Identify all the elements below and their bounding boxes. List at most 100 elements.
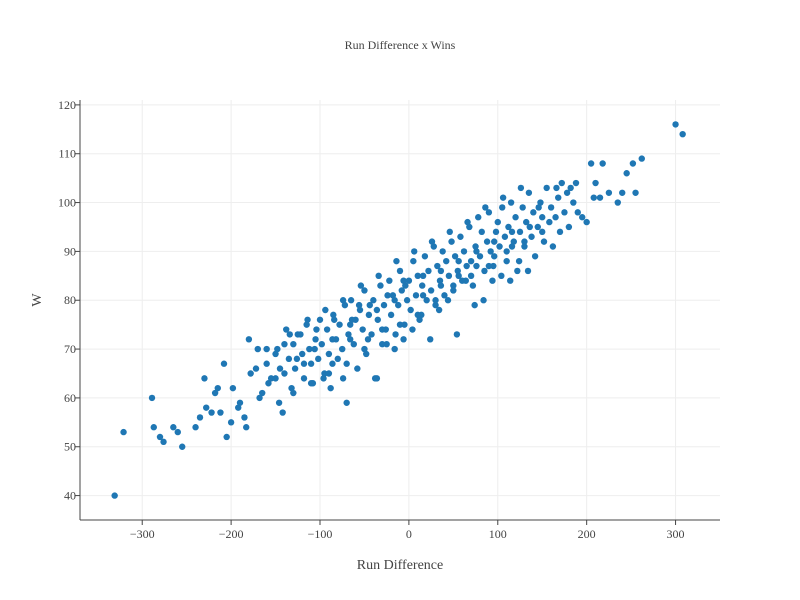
data-point bbox=[356, 306, 364, 314]
data-point bbox=[558, 179, 565, 187]
data-point bbox=[623, 170, 630, 177]
data-point bbox=[392, 331, 399, 338]
data-point bbox=[419, 272, 427, 280]
data-point bbox=[288, 384, 295, 392]
data-point bbox=[290, 340, 297, 348]
data-point bbox=[336, 321, 343, 328]
data-point bbox=[355, 301, 363, 309]
data-point bbox=[377, 282, 384, 289]
x-tick-layer: −300 −200 −100 0 100 200 300 bbox=[130, 520, 685, 541]
data-point bbox=[455, 257, 462, 265]
data-point bbox=[290, 389, 297, 397]
data-point bbox=[375, 272, 382, 280]
data-point bbox=[306, 345, 313, 353]
data-point bbox=[492, 228, 500, 236]
data-point bbox=[339, 345, 346, 353]
data-point bbox=[347, 336, 354, 343]
data-point bbox=[423, 297, 430, 304]
data-point bbox=[599, 160, 606, 167]
data-point bbox=[331, 316, 338, 323]
data-point bbox=[393, 257, 400, 265]
data-point bbox=[323, 326, 331, 333]
data-point bbox=[150, 424, 157, 431]
data-point bbox=[471, 301, 478, 309]
data-point bbox=[373, 375, 381, 382]
data-point bbox=[441, 292, 448, 299]
data-point bbox=[515, 257, 523, 265]
data-point bbox=[339, 297, 347, 304]
data-point bbox=[322, 306, 329, 314]
data-point bbox=[196, 414, 204, 421]
data-point bbox=[478, 228, 485, 236]
data-point bbox=[364, 336, 372, 343]
data-point bbox=[567, 184, 574, 192]
data-point bbox=[382, 326, 389, 333]
data-point bbox=[574, 209, 581, 216]
data-point bbox=[524, 267, 532, 275]
data-point bbox=[220, 360, 228, 367]
data-point bbox=[523, 218, 530, 226]
data-point bbox=[430, 243, 437, 250]
data-point bbox=[174, 428, 181, 436]
data-point bbox=[275, 399, 283, 406]
data-point bbox=[444, 297, 452, 304]
data-point bbox=[304, 316, 311, 323]
data-point bbox=[283, 326, 290, 333]
data-point bbox=[370, 297, 377, 304]
data-point bbox=[279, 409, 286, 416]
data-point bbox=[638, 155, 645, 162]
data-point bbox=[263, 360, 270, 367]
data-point bbox=[414, 272, 421, 280]
data-point bbox=[427, 336, 434, 343]
data-point bbox=[391, 297, 398, 304]
data-point bbox=[421, 253, 429, 260]
data-point bbox=[596, 194, 604, 201]
y-tick-label: 80 bbox=[64, 293, 76, 307]
data-point bbox=[448, 238, 455, 245]
data-point bbox=[473, 248, 480, 255]
data-point bbox=[286, 331, 293, 338]
data-point bbox=[272, 350, 279, 358]
data-point bbox=[537, 199, 544, 206]
data-point bbox=[579, 214, 586, 221]
data-point bbox=[252, 365, 260, 372]
data-point bbox=[679, 130, 686, 138]
data-point bbox=[384, 292, 391, 299]
data-point bbox=[483, 238, 491, 245]
y-tick-label: 90 bbox=[64, 244, 76, 258]
data-point bbox=[316, 316, 324, 323]
data-point bbox=[343, 399, 350, 406]
data-point bbox=[148, 394, 156, 402]
data-point bbox=[469, 282, 477, 289]
data-point bbox=[590, 194, 597, 201]
data-point bbox=[439, 248, 446, 255]
data-point bbox=[383, 340, 390, 348]
data-point bbox=[453, 331, 461, 338]
data-point bbox=[454, 267, 461, 275]
y-tick-label: 110 bbox=[58, 147, 76, 161]
data-point bbox=[491, 253, 498, 260]
data-point bbox=[208, 409, 215, 416]
points-layer bbox=[111, 121, 686, 499]
data-point bbox=[521, 243, 528, 250]
data-point bbox=[398, 287, 405, 294]
data-point bbox=[432, 297, 439, 304]
y-tick-layer: 40 50 60 70 80 90 100 110 120 bbox=[58, 98, 80, 503]
data-point bbox=[217, 409, 224, 416]
data-point bbox=[587, 160, 595, 167]
x-tick-label: −100 bbox=[308, 527, 333, 541]
data-point bbox=[235, 404, 242, 411]
data-point bbox=[327, 384, 334, 392]
data-point bbox=[291, 365, 299, 372]
data-point bbox=[396, 267, 404, 275]
data-point bbox=[464, 218, 471, 226]
data-point bbox=[350, 340, 357, 348]
data-point bbox=[405, 277, 413, 284]
data-point bbox=[565, 223, 573, 231]
data-point bbox=[387, 311, 395, 319]
data-point bbox=[412, 292, 420, 299]
data-point bbox=[345, 331, 352, 338]
data-point bbox=[414, 311, 421, 319]
data-point bbox=[507, 277, 514, 284]
data-point bbox=[285, 355, 293, 363]
